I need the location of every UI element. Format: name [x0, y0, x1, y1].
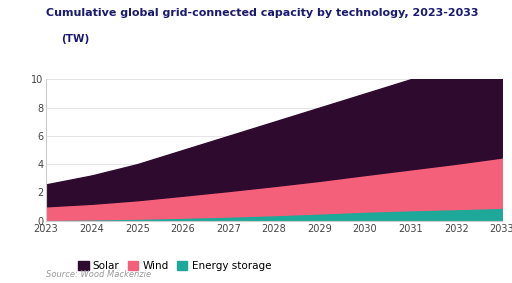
Text: Cumulative global grid-connected capacity by technology, 2023-2033: Cumulative global grid-connected capacit… [46, 8, 479, 18]
Text: (TW): (TW) [61, 34, 90, 44]
Text: Source: Wood Mackenzie: Source: Wood Mackenzie [46, 270, 151, 279]
Legend: Solar, Wind, Energy storage: Solar, Wind, Energy storage [74, 257, 275, 275]
